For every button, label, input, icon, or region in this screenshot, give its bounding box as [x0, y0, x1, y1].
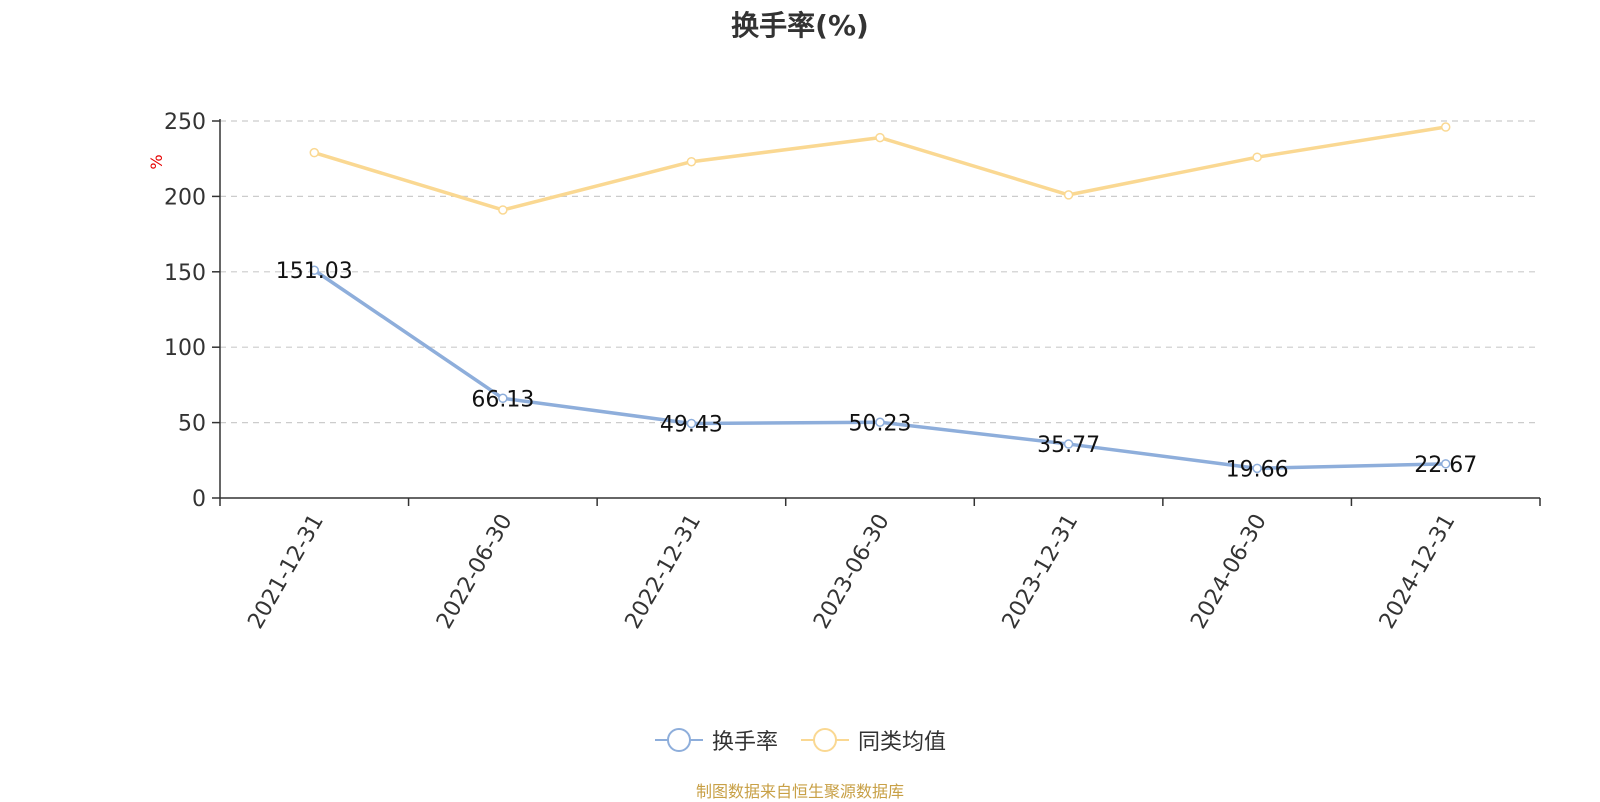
data-label: 66.13 — [471, 387, 534, 412]
x-tick-label: 2022-12-31 — [621, 510, 707, 633]
data-labels: 151.03 66.13 49.43 50.23 35.77 19.66 22.67 — [276, 259, 1477, 482]
data-point — [498, 205, 508, 215]
y-tick-label: 0 — [192, 487, 206, 512]
data-label: 35.77 — [1037, 433, 1100, 458]
data-label: 50.23 — [849, 411, 912, 436]
axes: 0 50 100 150 200 250% 2021-12-31 2022-06-30 2022… — [147, 110, 1541, 633]
grid-lines — [220, 120, 1540, 424]
y-tick-label: 50 — [178, 412, 206, 437]
x-tick-label: 2023-12-31 — [998, 510, 1084, 633]
y-axis-label: % — [147, 154, 166, 169]
x-tick-label: 2024-06-30 — [1186, 510, 1272, 633]
y-tick-label: 250 — [164, 110, 206, 135]
legend-label-peer-average: 同类均值 — [858, 730, 947, 755]
y-tick-label: 200 — [164, 185, 206, 210]
series-line-0 — [313, 268, 1446, 471]
data-point — [1063, 190, 1074, 200]
legend-circle-icon — [801, 728, 849, 752]
data-point — [309, 147, 320, 158]
data-point — [498, 393, 508, 404]
data-point — [875, 132, 885, 143]
x-tick-label: 2022-06-30 — [432, 510, 518, 633]
data-point — [686, 156, 697, 167]
data-label: 151.03 — [276, 259, 353, 284]
data-point — [1252, 152, 1262, 162]
series-lines — [309, 122, 1451, 474]
data-label: 22.67 — [1414, 453, 1477, 478]
legend-item-peer-average[interactable]: 同类均值 — [800, 724, 946, 756]
x-tick-label: 2023-06-30 — [809, 510, 895, 633]
chart-title: 换手率(%) — [731, 9, 869, 42]
x-tick-label: 2024-12-31 — [1375, 510, 1461, 633]
x-tick-label: 2021-12-31 — [243, 510, 329, 633]
data-point — [1440, 122, 1451, 132]
data-point — [1252, 463, 1262, 474]
y-tick-label: 100 — [164, 336, 206, 361]
y-tick-label: 150 — [164, 261, 206, 286]
data-label: 19.66 — [1226, 457, 1289, 482]
data-point — [1440, 459, 1451, 469]
legend-circle-icon — [654, 728, 703, 752]
data-point — [875, 417, 885, 428]
data-label: 49.43 — [660, 412, 723, 437]
legend-item-turnover[interactable]: 换手率 — [654, 724, 778, 756]
data-point — [686, 418, 697, 429]
data-point — [309, 265, 320, 275]
legend: 换手率 同类均值 — [0, 724, 1600, 756]
data-point — [1063, 439, 1074, 449]
source-note: 制图数据来自恒生聚源数据库 — [695, 782, 904, 801]
legend-label-turnover: 换手率 — [711, 730, 778, 755]
